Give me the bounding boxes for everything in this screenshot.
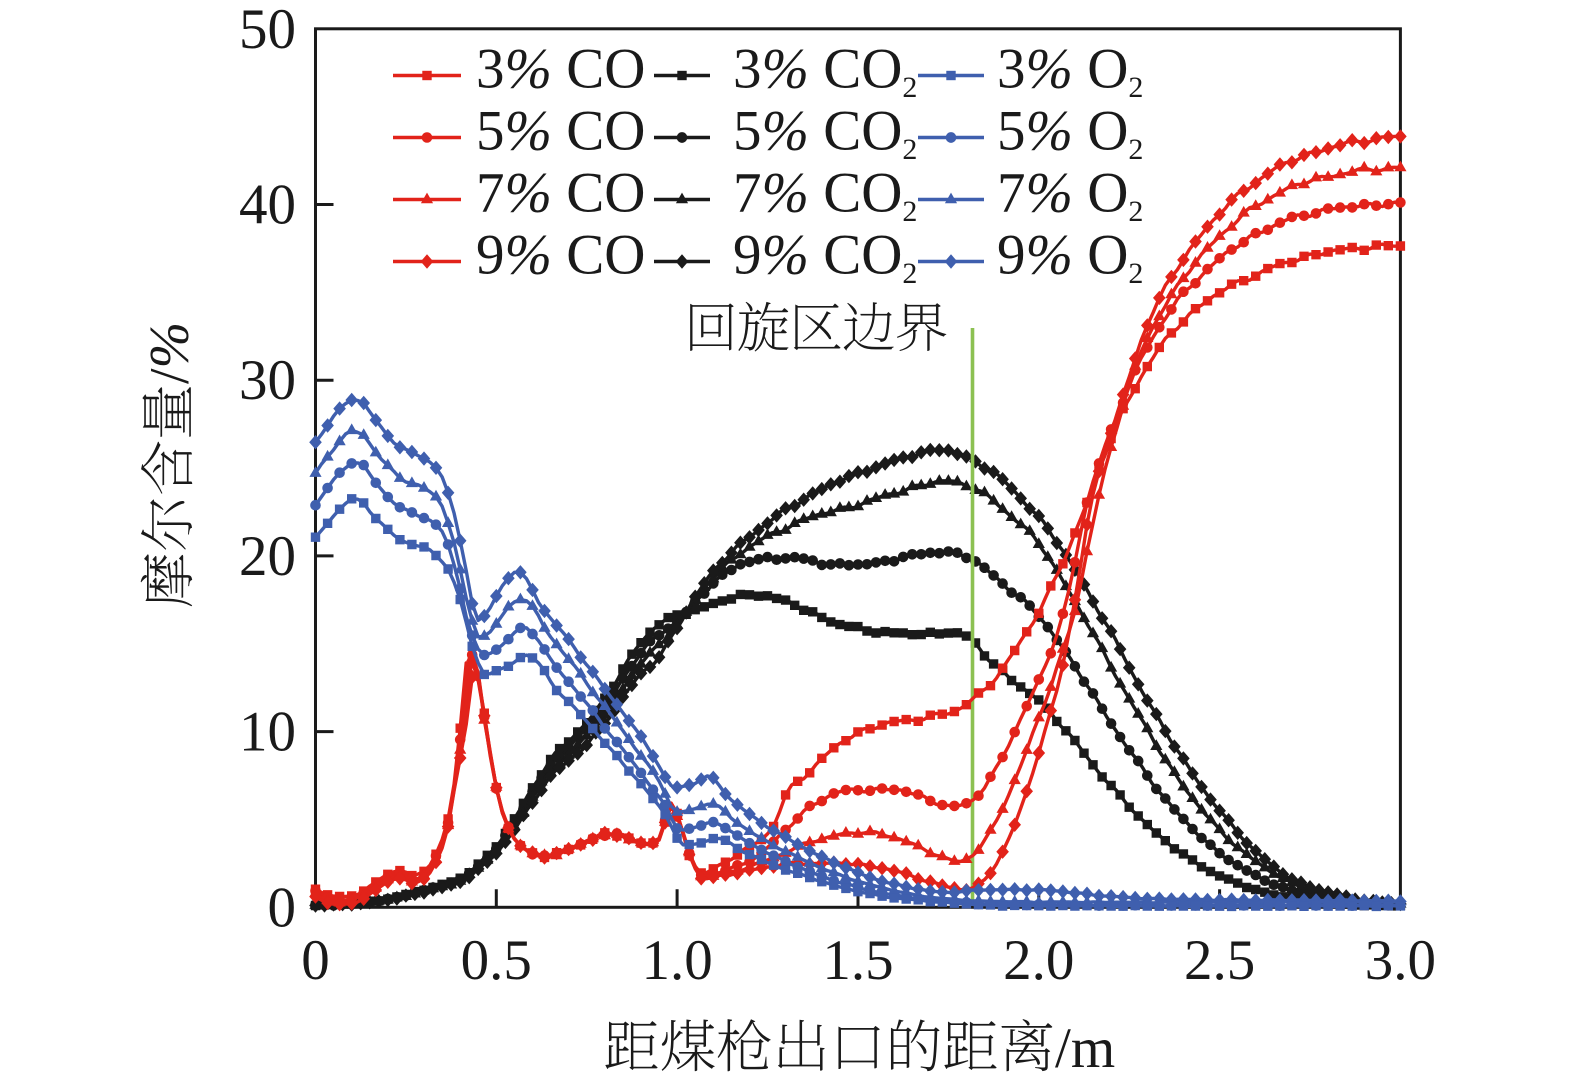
svg-text:20: 20 xyxy=(239,525,296,588)
svg-text:3% O2: 3% O2 xyxy=(997,38,1143,105)
svg-text:1.5: 1.5 xyxy=(822,929,893,992)
svg-text:50: 50 xyxy=(239,0,296,61)
svg-text:2.0: 2.0 xyxy=(1003,929,1074,992)
svg-text:/m: /m xyxy=(1055,1017,1115,1080)
svg-text:2.5: 2.5 xyxy=(1184,929,1255,992)
svg-text:3% CO: 3% CO xyxy=(476,38,645,101)
svg-text:/%: /% xyxy=(139,322,201,384)
svg-text:9% CO2: 9% CO2 xyxy=(733,224,917,291)
svg-text:9% O2: 9% O2 xyxy=(997,224,1143,291)
svg-text:5% O2: 5% O2 xyxy=(997,100,1143,167)
svg-text:0: 0 xyxy=(268,876,297,939)
svg-text:7% CO: 7% CO xyxy=(476,162,645,225)
svg-text:40: 40 xyxy=(239,174,296,237)
svg-text:7% CO2: 7% CO2 xyxy=(733,162,917,229)
svg-text:5% CO: 5% CO xyxy=(476,100,645,163)
svg-text:0.5: 0.5 xyxy=(461,929,532,992)
svg-text:9% CO: 9% CO xyxy=(476,224,645,287)
svg-text:10: 10 xyxy=(239,701,296,764)
svg-text:3.0: 3.0 xyxy=(1365,929,1436,992)
svg-text:7% O2: 7% O2 xyxy=(997,162,1143,229)
svg-text:3% CO2: 3% CO2 xyxy=(733,38,917,105)
svg-text:5% CO2: 5% CO2 xyxy=(733,100,917,167)
svg-text:1.0: 1.0 xyxy=(641,929,712,992)
svg-text:30: 30 xyxy=(239,349,296,412)
svg-text:0: 0 xyxy=(301,929,330,992)
